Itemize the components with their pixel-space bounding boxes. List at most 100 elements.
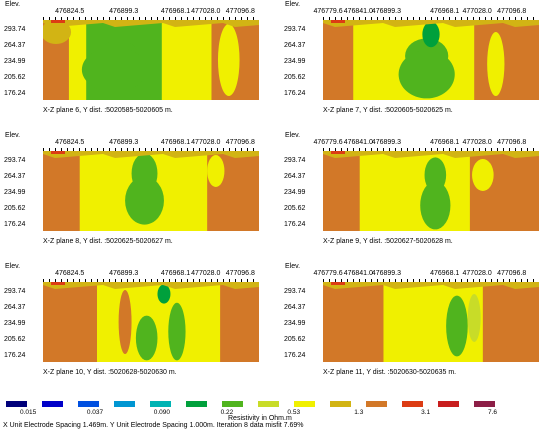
y-tick-label: 293.74: [4, 156, 26, 164]
resistivity-anomaly: [217, 24, 240, 96]
resistivity-band: [359, 151, 393, 231]
section-panel-plane-11: Elev. 476779.6 476841.0 476899.3 476968.1 47…: [280, 262, 545, 386]
y-tick-label: 176.24: [284, 89, 306, 97]
x-axis-ticks: 476779.6 476841.0 476899.3 476968.1 477028.0…: [280, 8, 545, 16]
x-tick-label: 477028.0: [462, 8, 492, 15]
y-tick-label: 205.62: [284, 335, 306, 343]
resistivity-band: [161, 20, 213, 100]
y-tick-label: 205.62: [4, 204, 26, 212]
x-tick-label: 476841.0: [343, 139, 373, 146]
resistivity-band: [383, 282, 415, 362]
legend-swatch: [258, 401, 279, 407]
legend-value: 1.3: [354, 409, 364, 416]
y-tick-label: 234.99: [4, 319, 26, 327]
section-panel-plane-8: Elev. 476824.5 476899.3 476968.1 477028.0 47…: [0, 131, 265, 255]
panel-caption: X-Z plane 6, Y dist. :5020585-5020605 m.: [43, 107, 173, 114]
y-tick-label: 234.99: [284, 188, 306, 196]
y-tick-label: 176.24: [284, 351, 306, 359]
legend-swatch: [78, 401, 99, 407]
resistivity-band: [323, 20, 354, 100]
x-tick-label: 476899.3: [109, 139, 139, 146]
x-tick-label: 476968.1: [430, 139, 460, 146]
x-tick-label: 476824.5: [55, 139, 85, 146]
y-tick-label: 293.74: [4, 25, 26, 33]
legend-swatch: [150, 401, 171, 407]
panel-caption: X-Z plane 11, Y dist. :5020630-5020635 m…: [323, 369, 457, 376]
resistivity-band: [323, 282, 385, 362]
legend-swatch: [294, 401, 315, 407]
x-tick-label: 477096.8: [225, 270, 255, 277]
y-axis-ticks: 293.74 264.37 234.99 205.62 176.24: [280, 282, 320, 362]
x-tick-label: 477028.0: [191, 8, 221, 15]
legend-value: 0.090: [153, 409, 170, 416]
x-tick-label: 476968.1: [160, 270, 191, 277]
x-tick-label: 477028.0: [462, 139, 492, 146]
surface-high-resistivity: [331, 282, 345, 285]
resistivity-model-svg: [43, 282, 259, 362]
surface-layer: [323, 151, 539, 158]
x-tick-label: 476899.3: [371, 8, 401, 15]
y-tick-label: 264.37: [284, 41, 306, 49]
x-tick-label: 476841.0: [343, 8, 373, 15]
resistivity-anomaly: [125, 176, 164, 225]
resistivity-band: [68, 20, 87, 100]
y-axis-ticks: 293.74 264.37 234.99 205.62 176.24: [0, 20, 40, 100]
resistivity-anomaly: [472, 159, 494, 191]
x-tick-label: 476779.6: [313, 270, 343, 277]
x-tick-label: 477028.0: [191, 270, 221, 277]
y-tick-label: 264.37: [4, 172, 26, 180]
resistivity-anomaly: [118, 290, 132, 354]
x-tick-label: 476899.3: [371, 270, 401, 277]
y-tick-label: 234.99: [4, 188, 26, 196]
y-tick-label: 176.24: [284, 220, 306, 228]
y-tick-label: 293.74: [284, 156, 306, 164]
x-tick-label: 476968.1: [160, 8, 191, 15]
y-tick-label: 264.37: [4, 303, 26, 311]
surface-high-resistivity: [51, 151, 65, 154]
legend-value: 0.22: [220, 409, 234, 416]
section-panel-plane-6: Elev. 476824.5 476899.3 476968.1 477028.0 47…: [0, 0, 265, 124]
resistivity-section: [43, 20, 259, 100]
legend-swatch: [42, 401, 63, 407]
legend-swatch: [6, 401, 27, 407]
elev-label: Elev.: [5, 132, 21, 139]
y-tick-label: 264.37: [284, 303, 306, 311]
x-tick-label: 476841.0: [343, 270, 373, 277]
x-tick-label: 476824.5: [55, 8, 85, 15]
legend-swatch: [330, 401, 351, 407]
surface-high-resistivity: [331, 151, 345, 154]
legend-swatch: [366, 401, 387, 407]
elev-label: Elev.: [285, 1, 301, 8]
y-axis-ticks: 293.74 264.37 234.99 205.62 176.24: [280, 20, 320, 100]
resistivity-band: [79, 151, 113, 231]
legend-swatch: [438, 401, 459, 407]
resistivity-section: [323, 282, 539, 362]
y-tick-label: 293.74: [284, 25, 306, 33]
y-axis-ticks: 293.74 264.37 234.99 205.62 176.24: [0, 282, 40, 362]
y-tick-label: 205.62: [284, 73, 306, 81]
resistivity-anomaly: [420, 181, 451, 230]
resistivity-anomaly: [422, 21, 440, 48]
x-axis-ticks: 476779.6 476841.0 476899.3 476968.1 477028.0…: [280, 270, 545, 278]
x-axis-ticks: 476824.5 476899.3 476968.1 477028.0 477096.8: [0, 8, 265, 16]
panel-caption: X-Z plane 7, Y dist. :5020605-5020625 m.: [323, 107, 453, 114]
resistivity-section: [323, 151, 539, 231]
x-tick-label: 477028.0: [191, 139, 221, 146]
resistivity-band: [353, 20, 372, 100]
resistivity-anomaly: [446, 295, 468, 357]
resistivity-section: [43, 151, 259, 231]
surface-high-resistivity: [331, 20, 345, 23]
x-tick-label: 476968.1: [160, 139, 191, 146]
x-tick-label: 477096.8: [497, 270, 527, 277]
legend-value: 3.1: [421, 409, 431, 416]
surface-layer: [323, 20, 539, 27]
y-tick-label: 234.99: [284, 57, 306, 65]
resistivity-model-svg: [323, 151, 539, 231]
resistivity-band: [370, 20, 406, 100]
x-axis-ticks: 476824.5 476899.3 476968.1 477028.0 477096.8: [0, 139, 265, 147]
resistivity-band: [482, 282, 539, 362]
panel-caption: X-Z plane 10, Y dist. :5020628-5020630 m…: [43, 369, 177, 376]
legend-swatch: [402, 401, 423, 407]
resistivity-model-svg: [43, 151, 259, 231]
resistivity-anomaly: [487, 32, 505, 96]
